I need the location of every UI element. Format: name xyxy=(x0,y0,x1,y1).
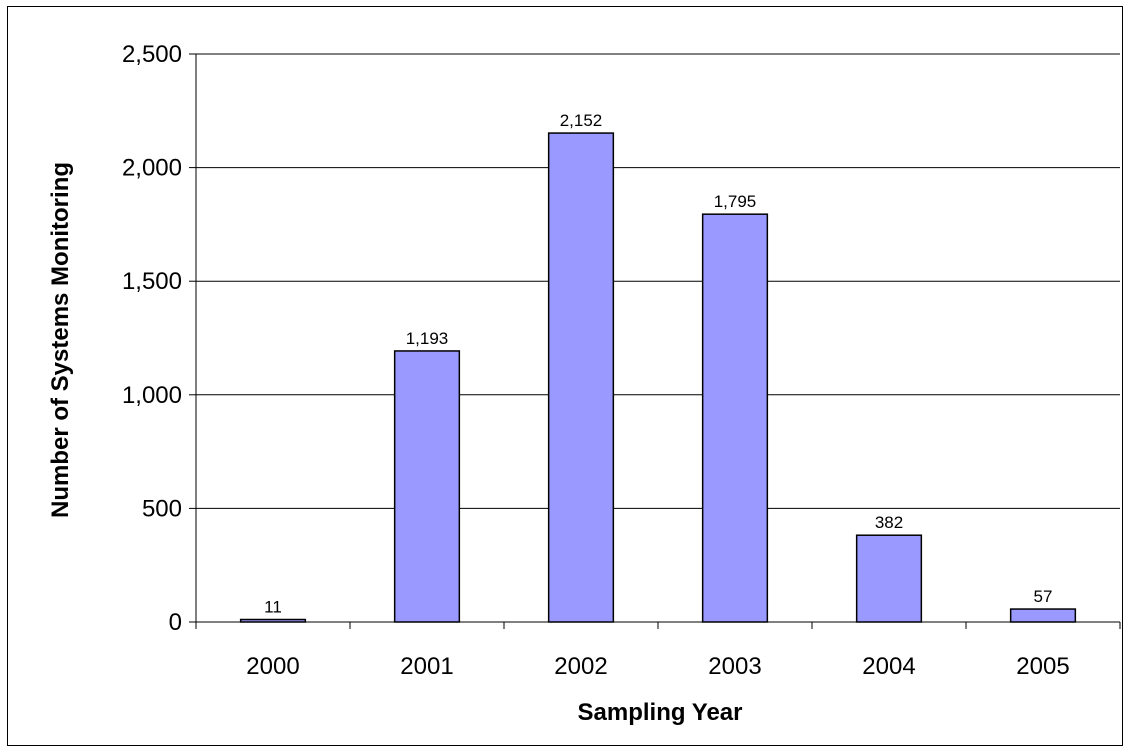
x-tick-labels: 2000 2001 2002 2003 2004 2005 xyxy=(246,653,1069,680)
x-axis-title: Sampling Year xyxy=(578,699,743,726)
y-axis-title: Number of Systems Monitoring xyxy=(47,162,74,518)
data-labels: 11 1,193 2,152 1,795 382 57 xyxy=(264,111,1052,616)
data-label: 382 xyxy=(875,513,903,532)
gridlines xyxy=(196,53,1120,509)
y-tick-label: 500 xyxy=(142,495,182,522)
x-tick-label: 2002 xyxy=(554,653,607,680)
y-tick-labels: 0 500 1,000 1,500 2,000 2,500 xyxy=(122,41,182,636)
bar xyxy=(1009,608,1077,623)
bars xyxy=(239,132,1077,623)
bar xyxy=(701,213,769,623)
y-tick-label: 2,000 xyxy=(122,155,182,182)
y-tick-label: 1,000 xyxy=(122,382,182,409)
data-label: 1,193 xyxy=(406,329,449,348)
data-label: 2,152 xyxy=(560,111,603,130)
y-tick-label: 1,500 xyxy=(122,268,182,295)
x-tick-label: 2000 xyxy=(246,653,299,680)
x-tick-label: 2005 xyxy=(1016,653,1069,680)
data-label: 57 xyxy=(1034,587,1053,606)
x-tick-label: 2004 xyxy=(862,653,915,680)
bar xyxy=(393,350,461,623)
bar xyxy=(547,132,615,623)
data-label: 11 xyxy=(264,598,282,617)
data-label: 1,795 xyxy=(714,192,757,211)
bar xyxy=(855,534,923,623)
y-tick-label: 0 xyxy=(169,609,182,636)
x-tick-label: 2001 xyxy=(400,653,453,680)
x-tick-label: 2003 xyxy=(708,653,761,680)
axes xyxy=(189,53,1121,629)
y-tick-label: 2,500 xyxy=(122,41,182,68)
